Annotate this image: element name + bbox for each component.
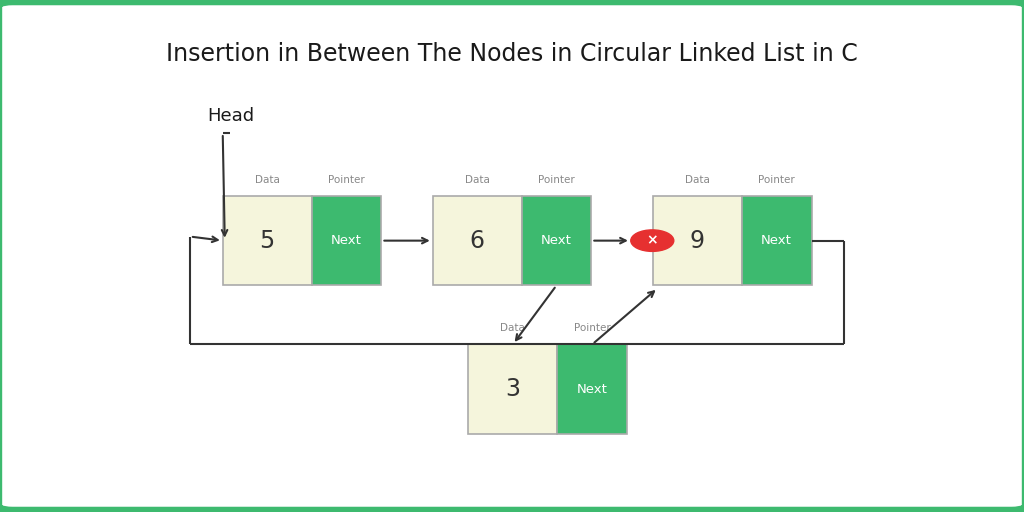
Text: Data: Data (685, 175, 710, 184)
Text: 3: 3 (506, 377, 520, 401)
Text: Next: Next (541, 234, 571, 247)
Bar (521, 196, 592, 286)
Text: Head: Head (207, 108, 254, 125)
Circle shape (631, 230, 674, 251)
Bar (469, 344, 557, 434)
Text: Next: Next (761, 234, 792, 247)
Text: Next: Next (331, 234, 361, 247)
Text: Insertion in Between The Nodes in Circular Linked List in C: Insertion in Between The Nodes in Circul… (166, 42, 858, 66)
Bar (653, 196, 741, 286)
Text: Pointer: Pointer (573, 323, 610, 333)
Text: Data: Data (501, 323, 525, 333)
Bar (741, 196, 811, 286)
Text: ×: × (646, 233, 658, 248)
Text: Data: Data (465, 175, 489, 184)
Text: Pointer: Pointer (538, 175, 574, 184)
Text: 9: 9 (690, 229, 705, 252)
Text: Pointer: Pointer (758, 175, 795, 184)
Text: 5: 5 (259, 229, 274, 252)
Text: Next: Next (577, 382, 607, 396)
Bar (432, 196, 521, 286)
Text: Data: Data (255, 175, 280, 184)
Bar (311, 196, 381, 286)
Bar (557, 344, 627, 434)
Text: Pointer: Pointer (328, 175, 365, 184)
Text: 6: 6 (470, 229, 484, 252)
Bar (222, 196, 311, 286)
